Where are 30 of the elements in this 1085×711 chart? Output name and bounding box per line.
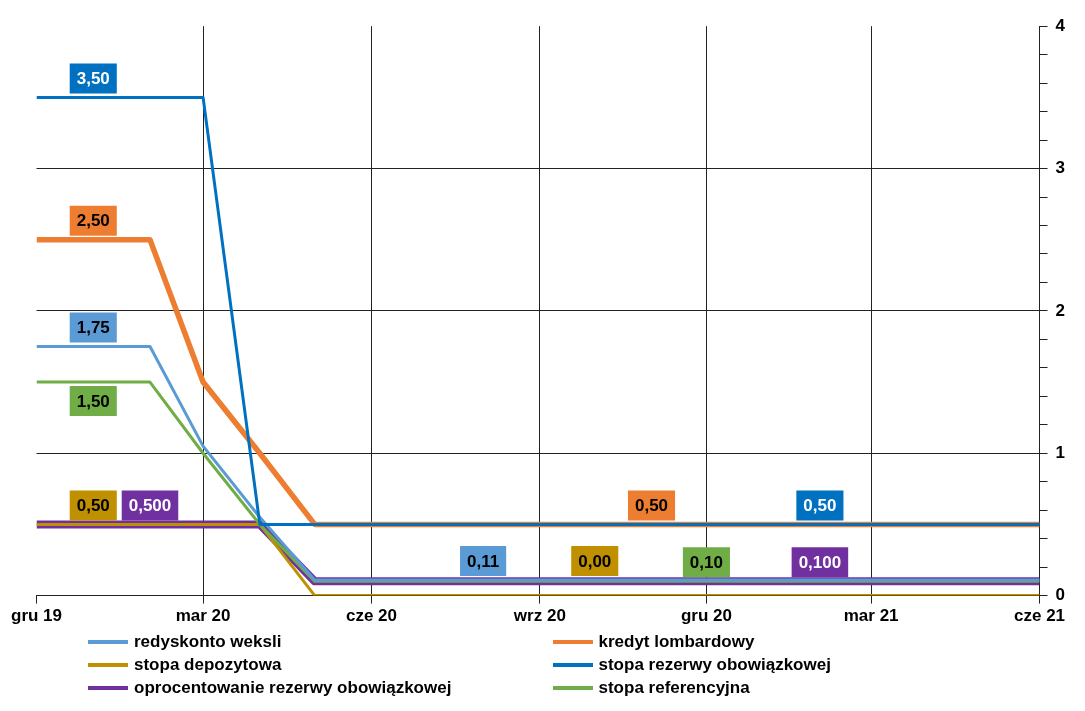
data-label: 0,11 — [467, 551, 500, 571]
legend-label: stopa rezerwy obowiązkowej — [598, 654, 831, 676]
data-label: 0,50 — [76, 496, 110, 516]
data-label: 0,00 — [578, 551, 612, 571]
y-tick-label: 3 — [1055, 158, 1066, 178]
x-tick-label: cze 21 — [1014, 606, 1066, 626]
data-label: 0,500 — [128, 496, 172, 516]
y-tick-label: 4 — [1055, 15, 1066, 35]
x-tick-label: mar 21 — [843, 606, 899, 626]
x-tick-label: wrz 20 — [512, 606, 566, 626]
data-label: 1,75 — [76, 318, 110, 338]
x-tick-label: cze 20 — [345, 606, 397, 626]
legend-label: kredyt lombardowy — [598, 631, 755, 653]
x-tick-label: mar 20 — [175, 606, 231, 626]
y-tick-label: 0 — [1055, 585, 1066, 605]
data-label: 3,50 — [76, 69, 110, 89]
data-label: 0,50 — [634, 496, 669, 516]
data-label: 0,100 — [798, 553, 842, 573]
legend-label: redyskonto weksli — [134, 631, 282, 653]
data-label: 0,50 — [803, 496, 837, 516]
data-label: 1,50 — [76, 391, 110, 411]
y-tick-label: 1 — [1055, 442, 1066, 462]
data-label: 0,10 — [689, 553, 723, 573]
data-label: 2,50 — [76, 211, 110, 231]
x-tick-label: gru 19 — [10, 606, 63, 626]
y-tick-label: 2 — [1055, 300, 1066, 320]
legend-label: oprocentowanie rezerwy obowiązkowej — [134, 677, 452, 699]
x-tick-label: gru 20 — [680, 606, 732, 626]
legend-label: stopa depozytowa — [134, 654, 282, 676]
legend-label: stopa referencyjna — [598, 677, 750, 699]
